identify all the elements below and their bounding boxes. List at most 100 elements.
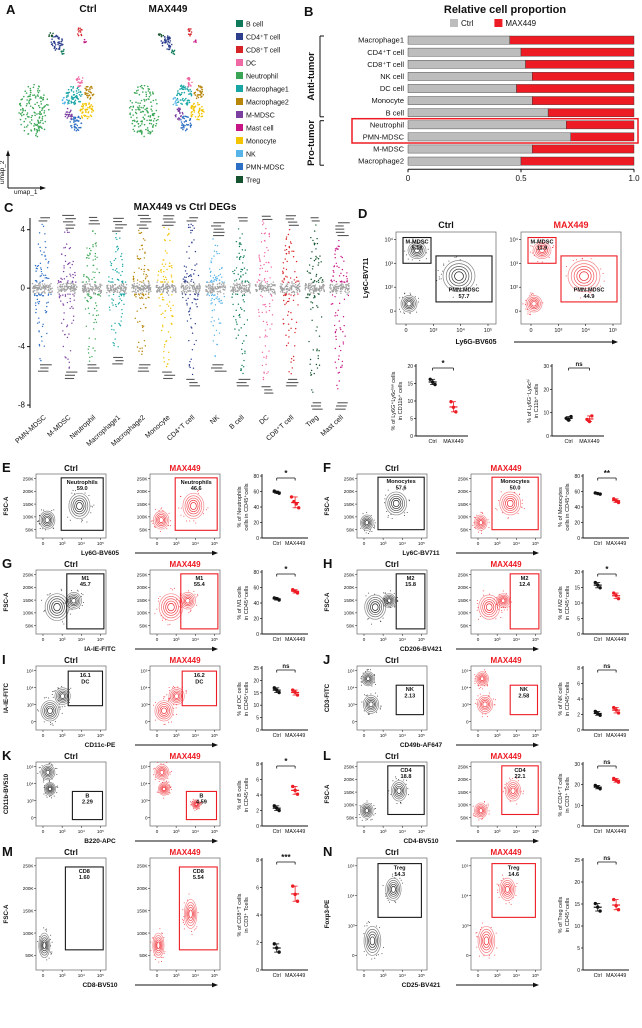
ytick: 10⁴	[385, 236, 394, 243]
legend-label: NK	[246, 152, 256, 159]
bar-ctrl	[407, 84, 517, 93]
data-point	[295, 792, 300, 796]
xtick: 0	[363, 829, 366, 834]
xtick: 0	[477, 733, 480, 738]
panel-label: E	[2, 460, 11, 475]
data-point	[433, 382, 437, 387]
xtick: 10⁵	[418, 829, 425, 834]
legend-swatch	[494, 19, 503, 27]
flow-gate	[509, 573, 540, 630]
significance: **	[604, 469, 611, 478]
xtick: 10⁴	[399, 541, 406, 546]
panel-label: K	[2, 748, 12, 763]
ytick: 5	[577, 946, 580, 952]
data-point	[277, 690, 281, 695]
flow-plot: NK2.58	[470, 665, 542, 731]
xtick: 10⁴	[192, 733, 199, 738]
xcat-ctrl: Ctrl	[273, 541, 281, 547]
xtick: 10⁵	[97, 541, 104, 546]
ytick: 0	[31, 815, 34, 820]
flow-gate	[560, 255, 618, 303]
ytick: 4	[577, 697, 580, 703]
ytick: 250K	[137, 476, 149, 481]
flow-gate	[402, 236, 432, 264]
ytick: 50K	[460, 815, 469, 820]
data-point	[277, 598, 281, 602]
ytick: 30	[574, 762, 580, 768]
ytick: 20	[407, 364, 413, 370]
xtick: 10⁴	[78, 541, 85, 546]
ytick: 80	[253, 570, 259, 576]
flow-y-label: Foxp3-PE	[324, 900, 331, 929]
flow-plot: B2.29	[35, 761, 107, 827]
data-point	[598, 787, 602, 791]
data-point	[564, 416, 568, 420]
ytick: 100K	[344, 803, 356, 808]
xtick: 10³	[173, 541, 180, 546]
ytick: 10³	[385, 261, 393, 267]
xtick: 10³	[173, 829, 180, 834]
ytick: 20	[543, 387, 549, 393]
xtick: 10³	[59, 733, 66, 738]
data-point	[598, 713, 602, 717]
deg-category: Treg	[305, 414, 320, 429]
xtick: 10⁴	[192, 541, 199, 546]
xtick: 10⁵	[418, 637, 425, 642]
legend-swatch	[236, 176, 243, 183]
data-point	[275, 688, 279, 692]
gate-label: 57.6	[396, 485, 407, 491]
data-point	[585, 417, 589, 422]
xtick: 0	[42, 829, 45, 834]
xcat-ctrl: Ctrl	[273, 637, 281, 643]
gate-label: M2	[407, 576, 415, 582]
ytick: 10⁵	[140, 668, 147, 673]
xtick: 10⁵	[97, 829, 104, 834]
flow-gate	[185, 790, 218, 821]
ytick: 15	[407, 382, 413, 388]
xtick: 10⁵	[211, 637, 218, 642]
data-point	[593, 783, 598, 788]
gate-label: M-MDSC	[531, 240, 554, 246]
ytick: 10³	[27, 798, 34, 803]
ytick: 0	[145, 815, 148, 820]
panel-a: A Ctrl MAX449 umap_1 umap_2 B cell CD4⁺T cell C…	[0, 2, 289, 196]
xtick: 0	[477, 829, 480, 834]
ytick: 10⁴	[347, 894, 354, 899]
legend-swatch	[236, 150, 243, 157]
deg-category: DC	[258, 414, 270, 426]
gate-label: M-MDSC	[406, 240, 429, 246]
flow-y-label: FSC-A	[3, 592, 10, 611]
ytick: 20	[574, 570, 580, 576]
flow-gate	[387, 765, 425, 816]
bar-category: Macrophage2	[358, 157, 404, 166]
ytick: 10⁴	[140, 685, 147, 690]
ytick: 10³	[510, 261, 518, 267]
legend-label: Treg	[246, 178, 260, 185]
xtick: 10⁵	[211, 733, 218, 738]
summary-y-label: in CD45⁺cells	[564, 682, 571, 717]
xtick: 1.0	[628, 174, 640, 183]
ytick: 20	[253, 617, 259, 623]
flow-gate	[491, 476, 539, 531]
xcat-ctrl: Ctrl	[594, 829, 602, 835]
xtick: 10⁵	[97, 733, 104, 738]
bar-category: B cell	[386, 108, 405, 117]
gate-label: M1	[81, 576, 89, 582]
flow-gate	[377, 476, 425, 531]
flow-gate	[395, 684, 425, 716]
gate-label: 16.1	[80, 673, 91, 679]
ytick: 200K	[458, 585, 470, 590]
flow-title: Ctrl	[64, 464, 78, 473]
gate-label: Neutrophils	[67, 480, 98, 486]
xtick: 10⁵	[532, 973, 539, 978]
ytick: 10²	[510, 285, 518, 291]
panel-label: N	[323, 844, 332, 859]
xtick: 10³	[494, 973, 501, 978]
ytick: 10⁵	[26, 668, 33, 673]
ytick: 50K	[460, 623, 469, 628]
xtick: 10⁴	[399, 829, 406, 834]
bar-category: CD4⁺T cell	[367, 48, 404, 57]
